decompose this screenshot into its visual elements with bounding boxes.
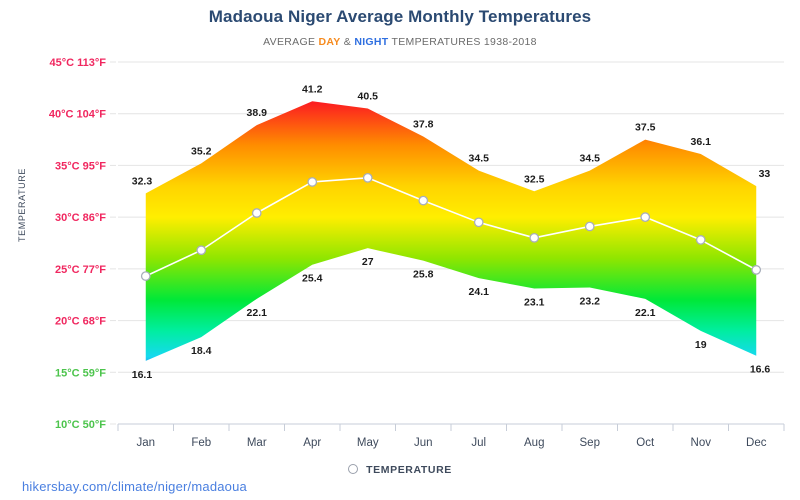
y-axis-tick-label: 30°C 86°F [55, 212, 106, 224]
x-axis-month-labels: Jan Feb Mar Apr May Jun Jul Aug Sep Oct Nov Dec [136, 437, 766, 449]
day-value-label: 34.5 [580, 153, 601, 165]
data-point-marker[interactable] [140, 271, 151, 281]
y-axis-tick-label: 25°C 77°F [55, 264, 106, 276]
x-axis-month-label[interactable]: Mar [247, 437, 267, 449]
night-value-label: 24.1 [469, 286, 490, 298]
night-value-label: 27 [362, 256, 374, 268]
y-axis-tick-label: 20°C 68°F [55, 316, 106, 328]
night-value-label: 25.8 [413, 269, 434, 281]
y-axis-tick-label: 35°C 95°F [55, 160, 106, 172]
day-value-label: 32.3 [132, 175, 153, 187]
day-value-labels: 32.3 35.2 38.9 41.2 40.5 37.8 34.5 32.5 34.5 37.5… [132, 83, 771, 187]
day-value-label: 36.1 [691, 136, 712, 148]
y-axis-tick-label: 45°C 113°F [50, 57, 107, 69]
data-point-marker[interactable] [307, 177, 318, 187]
day-value-label: 34.5 [469, 153, 490, 165]
night-value-label: 18.4 [191, 345, 212, 357]
data-point-marker[interactable] [640, 212, 651, 222]
x-axis-month-label[interactable]: Apr [303, 437, 321, 449]
y-axis-tick-label: 15°C 59°F [55, 367, 106, 379]
night-value-label: 23.2 [580, 295, 601, 307]
subtitle-prefix: AVERAGE [263, 36, 319, 48]
day-value-label: 35.2 [191, 145, 212, 157]
x-axis-month-label[interactable]: Oct [636, 437, 655, 449]
x-axis-month-label[interactable]: Dec [746, 437, 767, 449]
x-axis-month-label[interactable]: Feb [191, 437, 211, 449]
mean-temperature-line [144, 177, 758, 277]
subtitle-day-word: DAY [318, 36, 341, 48]
night-value-label: 19 [695, 339, 707, 351]
night-value-label: 16.6 [750, 364, 771, 376]
x-axis-month-label[interactable]: Nov [691, 437, 712, 449]
x-axis-month-label[interactable]: Aug [524, 437, 544, 449]
legend-item-temperature: TEMPERATURE [366, 464, 452, 476]
data-point-marker[interactable] [695, 235, 706, 245]
x-axis-month-label[interactable]: Jun [414, 437, 433, 449]
day-value-label: 32.5 [524, 173, 545, 185]
night-value-label: 22.1 [635, 307, 656, 319]
data-point-marker[interactable] [529, 232, 540, 243]
day-value-label: 37.5 [635, 122, 656, 134]
day-value-label: 40.5 [358, 91, 379, 103]
x-axis-month-label[interactable]: Jan [136, 437, 155, 449]
circle-outline-icon [348, 464, 359, 474]
night-value-label: 25.4 [302, 273, 323, 285]
data-point-marker[interactable] [196, 245, 207, 256]
chart-subtitle: AVERAGE DAY & NIGHT TEMPERATURES 1938-20… [0, 36, 800, 48]
y-axis-tick-labels: 45°C 113°F 40°C 104°F 35°C 95°F 30°C 86°F 25… [49, 57, 106, 431]
x-axis-month-label[interactable]: Sep [580, 437, 600, 449]
data-point-marker[interactable] [418, 195, 429, 206]
subtitle-night-word: NIGHT [354, 36, 389, 48]
night-value-label: 23.1 [524, 297, 545, 309]
temperature-band [145, 101, 757, 361]
plot-area: 45°C 113°F 40°C 104°F 35°C 95°F 30°C 86°F 25… [49, 57, 785, 449]
data-point-marker[interactable] [251, 208, 262, 218]
day-value-label: 41.2 [302, 83, 323, 95]
x-axis-month-label[interactable]: May [357, 437, 379, 449]
day-value-label: 33 [759, 168, 771, 180]
chart-legend: TEMPERATURE [0, 463, 800, 476]
night-value-label: 22.1 [247, 307, 268, 319]
subtitle-ampersand: & [340, 36, 355, 48]
data-point-marker[interactable] [473, 217, 484, 228]
x-axis-month-label[interactable]: Jul [471, 437, 486, 449]
day-value-label: 38.9 [247, 107, 268, 119]
data-point-marker[interactable] [362, 172, 373, 183]
source-link[interactable]: hikersbay.com/climate/niger/madaoua [22, 479, 247, 494]
subtitle-suffix: TEMPERATURES 1938-2018 [388, 36, 537, 48]
data-point-markers [140, 172, 762, 281]
y-axis-tick-label: 40°C 104°F [49, 109, 106, 121]
y-axis-tick-label: 10°C 50°F [55, 419, 106, 431]
day-value-label: 37.8 [413, 118, 434, 130]
data-point-marker[interactable] [584, 221, 595, 232]
page-title: Madaoua Niger Average Monthly Temperatur… [208, 7, 592, 26]
night-value-labels: 16.1 18.4 22.1 25.4 27 25.8 24.1 23.1 23.2 22.1 19… [132, 256, 771, 381]
x-axis [117, 423, 785, 431]
night-value-label: 16.1 [132, 369, 153, 381]
data-point-marker[interactable] [751, 265, 762, 275]
